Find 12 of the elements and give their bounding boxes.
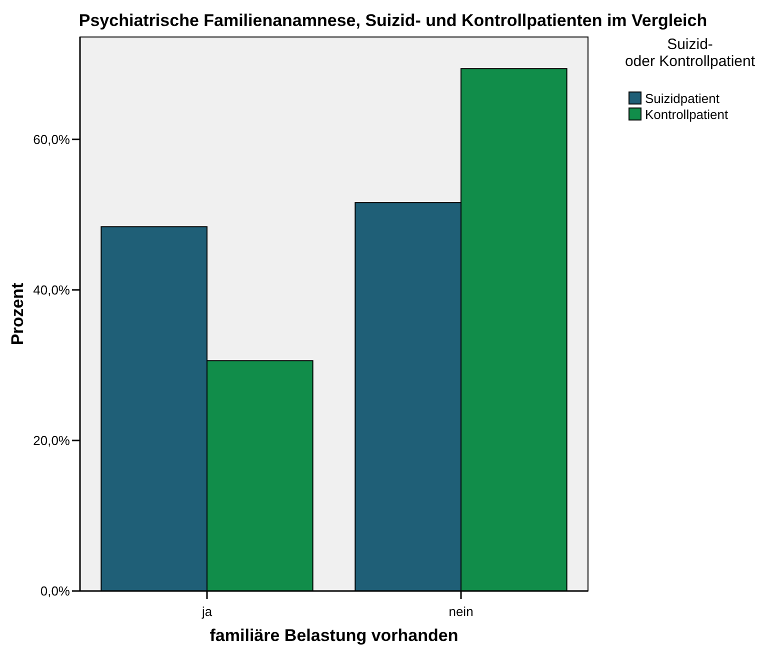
legend-label: Suizidpatient: [645, 91, 720, 106]
y-axis-title: Prozent: [8, 282, 27, 346]
y-tick-label: 0,0%: [40, 584, 70, 599]
y-tick-label: 40,0%: [33, 282, 70, 298]
y-tick-label: 20,0%: [33, 433, 70, 448]
legend-title: Suizid- oder Kontrollpatient: [624, 36, 756, 70]
x-tick-label: ja: [200, 604, 213, 619]
x-axis-title: familiäre Belastung vorhanden: [210, 626, 458, 645]
legend-label: Kontrollpatient: [645, 107, 728, 122]
chart-title: Psychiatrische Familienanamnese, Suizid- und Kontrollpatienten im Vergleich: [78, 11, 708, 30]
y-tick-label: 60,0%: [33, 132, 70, 147]
x-tick-label: nein: [448, 604, 474, 619]
